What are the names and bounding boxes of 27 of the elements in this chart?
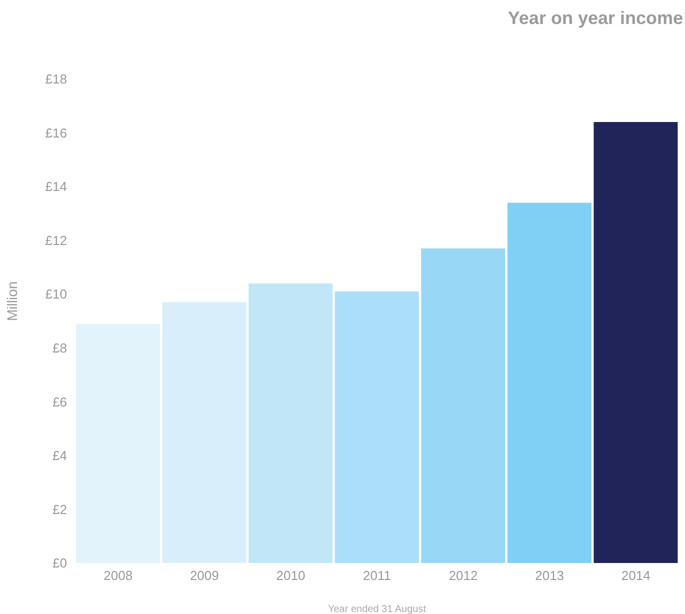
x-axis-title: Year ended 31 August [328,604,426,614]
y-tick-label: £0 [52,556,67,571]
x-tick-label: 2010 [276,568,306,584]
y-tick-label: £6 [52,394,67,410]
x-tick-label: 2013 [535,568,564,584]
y-tick-label: £4 [52,448,67,464]
bar [334,291,419,563]
bar [162,302,246,563]
bar [76,324,160,563]
x-tick-label: 2008 [104,568,133,584]
x-tick-label: 2014 [621,568,650,584]
x-tick-label: 2011 [363,568,391,584]
x-tick-label: 2009 [190,568,219,584]
y-tick-label: £8 [52,340,67,356]
y-tick-label: £12 [45,232,67,248]
chart-title: Year on year income [508,8,683,29]
y-tick-label: £18 [45,72,67,87]
bar [248,283,333,563]
y-axis-title: Million [4,281,20,321]
y-tick-label: £14 [45,179,67,194]
x-tick-label: 2012 [448,568,478,584]
y-tick-label: £16 [45,125,67,140]
bar [507,202,592,563]
y-tick-label: £10 [45,286,67,302]
y-tick-label: £2 [52,502,67,517]
bar [594,122,678,563]
bar [421,248,506,563]
